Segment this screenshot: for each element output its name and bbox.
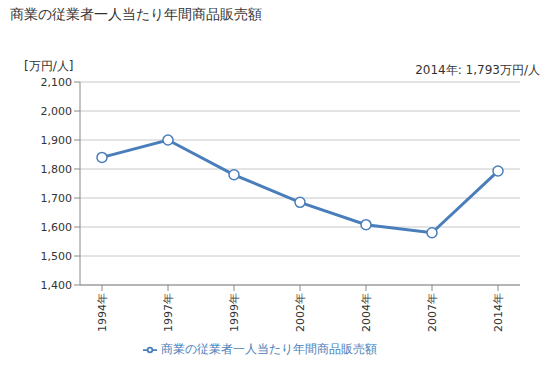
html-text:2014年: 1,793万円/人: 2014年: 1,793万円/人 [415, 63, 540, 77]
svg-text:1,900: 1,900 [41, 134, 73, 147]
svg-text:1994年: 1994年 [96, 293, 109, 332]
html-text:[万円/人]: [万円/人] [24, 59, 74, 73]
svg-text:1,700: 1,700 [41, 192, 73, 205]
html-text:商業の従業者一人当たり年間商品販売額: 商業の従業者一人当たり年間商品販売額 [161, 342, 377, 356]
svg-text:1,400: 1,400 [41, 279, 73, 292]
svg-text:2,100: 2,100 [41, 76, 73, 89]
svg-text:2002年: 2002年 [294, 293, 307, 332]
svg-text:1999年: 1999年 [228, 293, 241, 332]
svg-text:2,000: 2,000 [41, 105, 73, 118]
svg-text:1,800: 1,800 [41, 163, 73, 176]
svg-text:2014年: 2014年 [492, 293, 505, 332]
svg-text:1997年: 1997年 [162, 293, 175, 332]
html-text:商業の従業者一人当たり年間商品販売額: 商業の従業者一人当たり年間商品販売額 [10, 6, 262, 22]
svg-text:2007年: 2007年 [426, 293, 439, 332]
svg-text:1,500: 1,500 [41, 250, 73, 263]
svg-text:1,600: 1,600 [41, 221, 73, 234]
svg-text:2004年: 2004年 [360, 293, 373, 332]
